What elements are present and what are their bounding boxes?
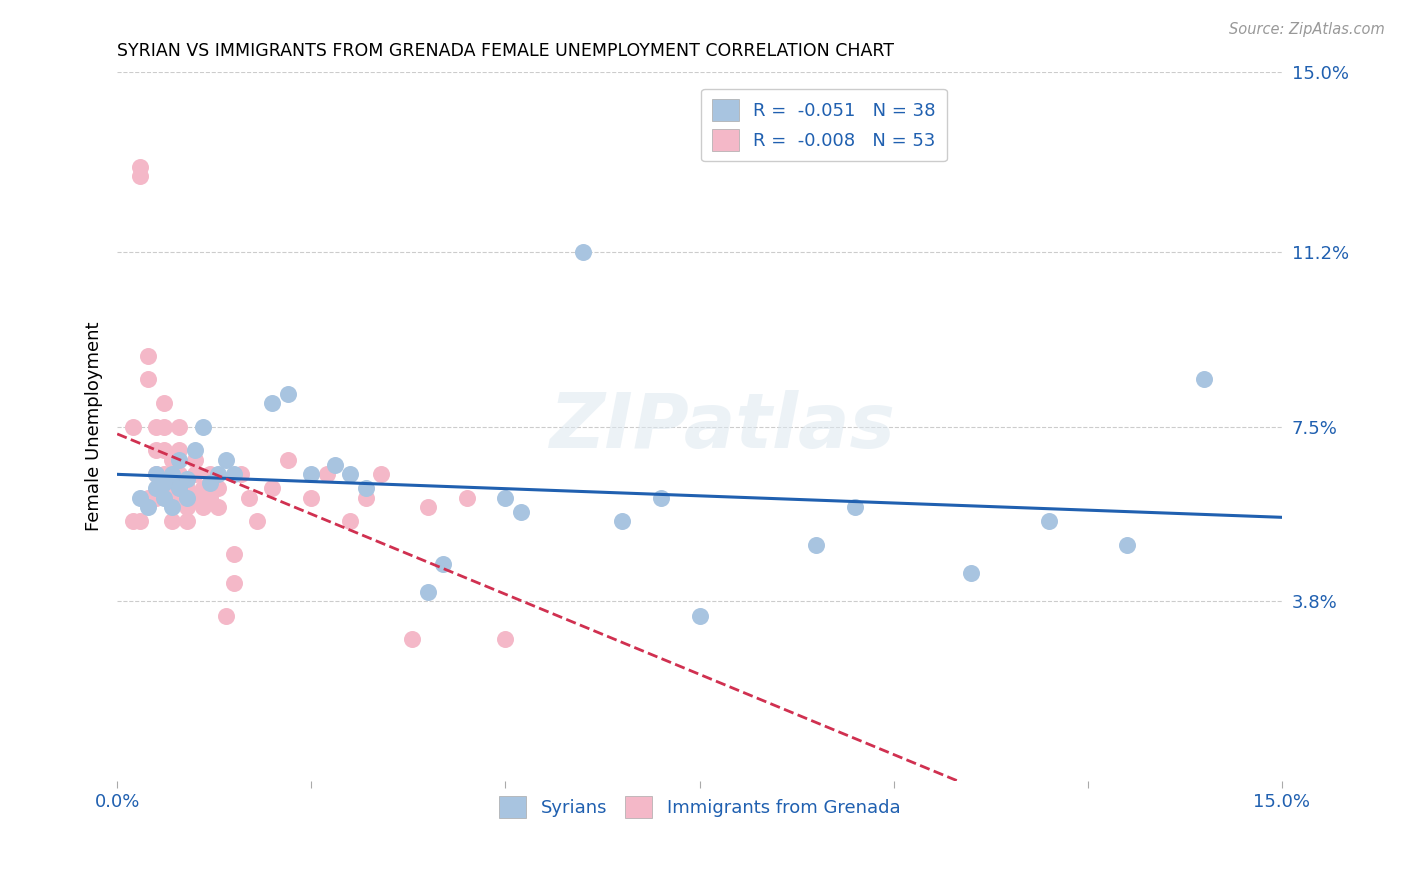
Point — [152, 396, 174, 410]
Point — [145, 443, 167, 458]
Point — [191, 481, 214, 495]
Point — [152, 443, 174, 458]
Point — [176, 472, 198, 486]
Point — [277, 452, 299, 467]
Point — [222, 575, 245, 590]
Point — [160, 514, 183, 528]
Text: Source: ZipAtlas.com: Source: ZipAtlas.com — [1229, 22, 1385, 37]
Point — [510, 505, 533, 519]
Point — [152, 467, 174, 481]
Point — [160, 491, 183, 505]
Point — [121, 514, 143, 528]
Point — [323, 458, 346, 472]
Point — [215, 452, 238, 467]
Point — [200, 476, 222, 491]
Point — [176, 500, 198, 514]
Point — [494, 632, 516, 647]
Point — [222, 547, 245, 561]
Point — [129, 169, 152, 184]
Point — [572, 244, 595, 259]
Point — [238, 491, 260, 505]
Point — [152, 491, 174, 505]
Point — [160, 481, 183, 495]
Point — [416, 585, 439, 599]
Point — [169, 443, 191, 458]
Point — [339, 467, 361, 481]
Point — [200, 467, 222, 481]
Point — [169, 419, 191, 434]
Point — [689, 608, 711, 623]
Point — [354, 481, 377, 495]
Point — [844, 500, 866, 514]
Point — [191, 419, 214, 434]
Point — [960, 566, 983, 581]
Point — [145, 467, 167, 481]
Point — [184, 452, 207, 467]
Point — [176, 491, 198, 505]
Point — [152, 419, 174, 434]
Point — [176, 481, 198, 495]
Point — [1115, 538, 1137, 552]
Point — [136, 491, 159, 505]
Point — [246, 514, 269, 528]
Point — [129, 514, 152, 528]
Point — [207, 467, 229, 481]
Point — [160, 467, 183, 481]
Point — [129, 491, 152, 505]
Point — [299, 467, 322, 481]
Point — [1038, 514, 1060, 528]
Point — [121, 419, 143, 434]
Point — [160, 452, 183, 467]
Point — [207, 481, 229, 495]
Legend: Syrians, Immigrants from Grenada: Syrians, Immigrants from Grenada — [492, 789, 907, 825]
Point — [145, 491, 167, 505]
Point — [207, 500, 229, 514]
Point — [145, 419, 167, 434]
Point — [222, 467, 245, 481]
Point — [169, 452, 191, 467]
Point — [416, 500, 439, 514]
Point — [152, 476, 174, 491]
Point — [136, 372, 159, 386]
Point — [494, 491, 516, 505]
Point — [136, 349, 159, 363]
Point — [401, 632, 423, 647]
Point — [456, 491, 478, 505]
Point — [339, 514, 361, 528]
Point — [136, 500, 159, 514]
Point — [169, 467, 191, 481]
Y-axis label: Female Unemployment: Female Unemployment — [86, 322, 103, 532]
Point — [277, 386, 299, 401]
Point — [231, 467, 253, 481]
Point — [129, 160, 152, 174]
Point — [370, 467, 392, 481]
Point — [215, 608, 238, 623]
Point — [145, 481, 167, 495]
Point — [160, 500, 183, 514]
Point — [432, 557, 454, 571]
Point — [176, 514, 198, 528]
Point — [610, 514, 633, 528]
Point — [315, 467, 337, 481]
Point — [184, 467, 207, 481]
Point — [184, 443, 207, 458]
Text: ZIPatlas: ZIPatlas — [550, 390, 896, 464]
Point — [200, 491, 222, 505]
Point — [191, 500, 214, 514]
Point — [262, 481, 284, 495]
Point — [299, 491, 322, 505]
Point — [804, 538, 827, 552]
Point — [262, 396, 284, 410]
Text: SYRIAN VS IMMIGRANTS FROM GRENADA FEMALE UNEMPLOYMENT CORRELATION CHART: SYRIAN VS IMMIGRANTS FROM GRENADA FEMALE… — [117, 42, 894, 60]
Point — [650, 491, 672, 505]
Point — [184, 491, 207, 505]
Point — [169, 481, 191, 495]
Point — [160, 467, 183, 481]
Point — [145, 467, 167, 481]
Point — [1194, 372, 1216, 386]
Point — [354, 491, 377, 505]
